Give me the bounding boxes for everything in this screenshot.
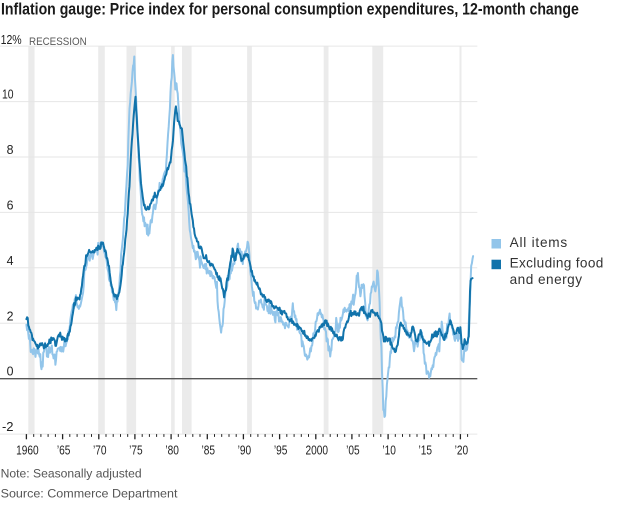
svg-text:’20: ’20 [455,443,469,457]
svg-text:’75: ’75 [129,443,143,457]
svg-text:’65: ’65 [57,443,71,457]
svg-text:’10: ’10 [382,443,396,457]
svg-text:’90: ’90 [238,443,252,457]
svg-text:’05: ’05 [346,443,360,457]
svg-text:0: 0 [7,364,14,378]
svg-text:2000: 2000 [306,443,329,457]
svg-text:10: 10 [2,87,14,101]
svg-text:Note: Seasonally adjusted: Note: Seasonally adjusted [1,466,142,480]
svg-text:6: 6 [7,198,14,212]
svg-text:Inflation gauge: Price index f: Inflation gauge: Price index for persona… [1,1,579,19]
svg-text:1960: 1960 [16,443,39,457]
svg-text:-2: -2 [2,419,14,434]
svg-text:12%: 12% [1,32,22,47]
svg-text:’15: ’15 [418,443,432,457]
svg-text:and energy: and energy [510,272,583,287]
svg-text:’80: ’80 [165,443,179,457]
svg-text:Source: Commerce Department: Source: Commerce Department [1,487,178,500]
svg-text:Excluding food: Excluding food [510,256,604,271]
svg-text:RECESSION: RECESSION [29,35,87,48]
svg-text:’70: ’70 [93,443,107,457]
svg-text:All items: All items [510,235,568,250]
svg-text:2: 2 [7,309,14,323]
svg-text:8: 8 [7,143,14,157]
svg-text:’85: ’85 [202,443,216,457]
svg-text:4: 4 [7,254,14,268]
svg-text:’95: ’95 [274,443,288,457]
